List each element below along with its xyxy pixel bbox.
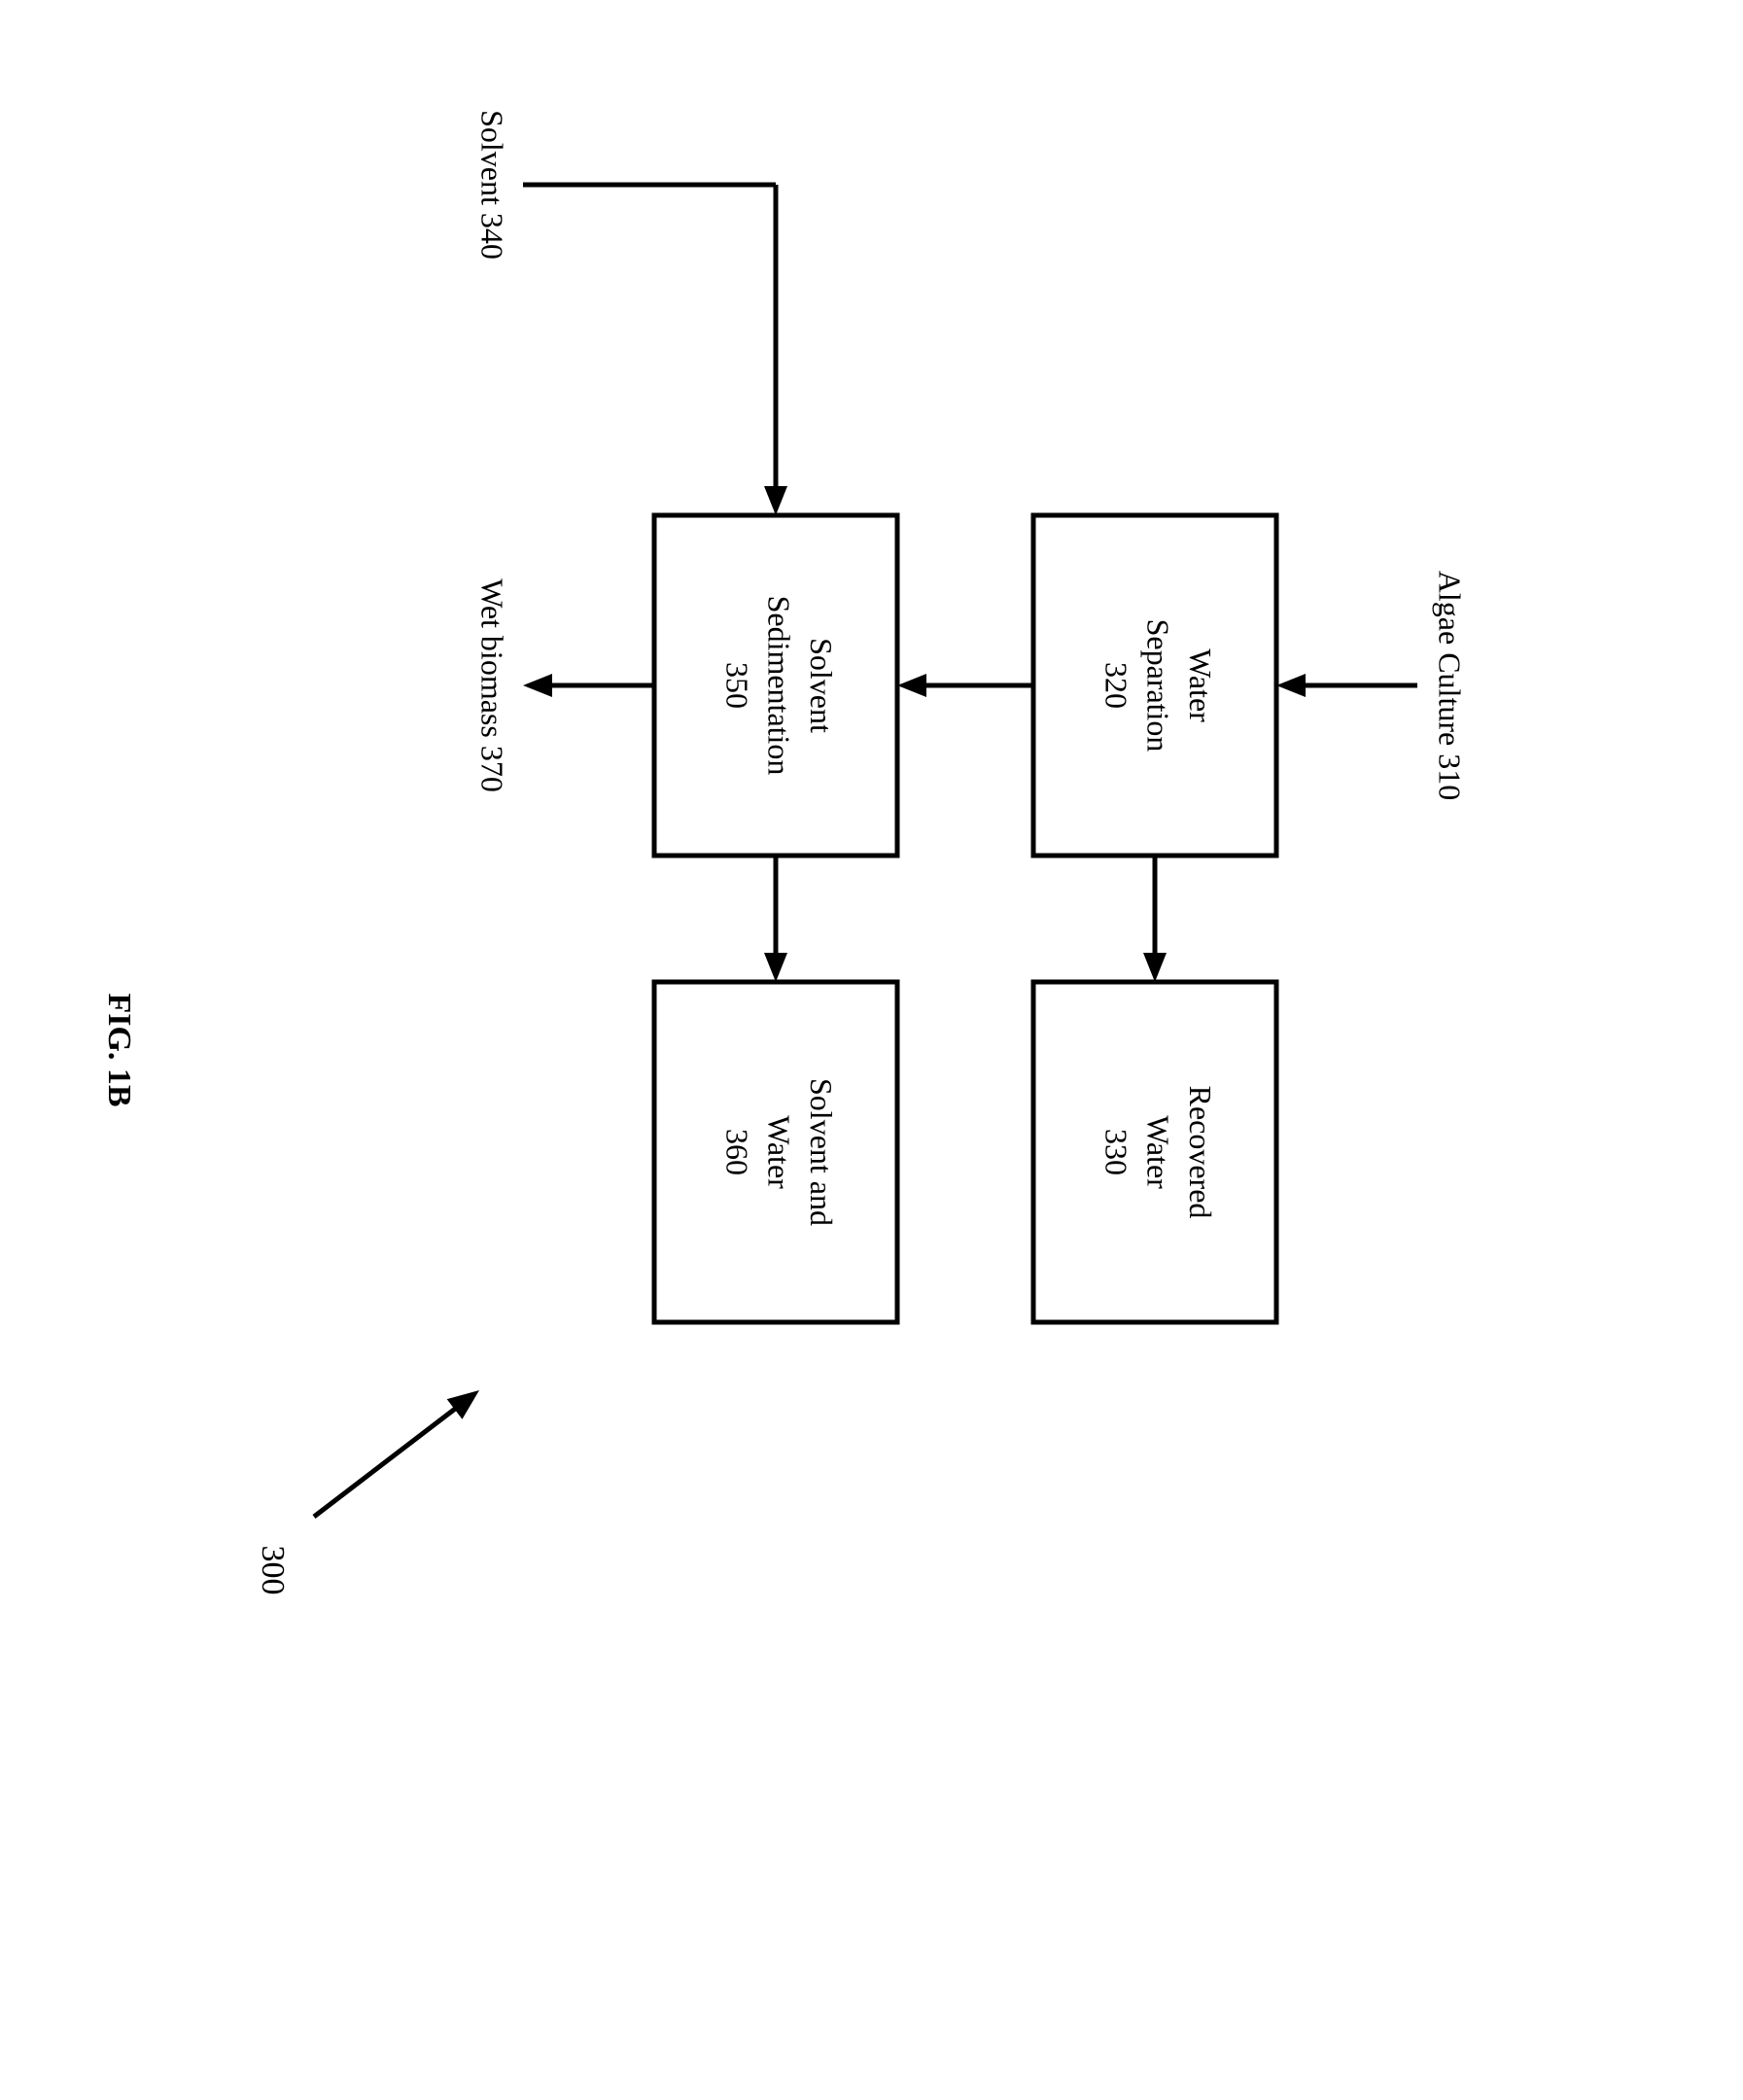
label-wet_biomass: Wet biomass 370 [475,578,510,792]
node-recovered_water-line-0: Recovered [1183,1086,1218,1219]
node-solvent_and_water-line-1: Water [762,1115,797,1189]
node-recovered_water-line-2: 330 [1098,1129,1133,1175]
label-algae_culture: Algae Culture 310 [1433,571,1468,800]
node-solvent_and_water-line-2: 360 [719,1129,754,1175]
node-recovered_water-line-1: Water [1141,1115,1176,1189]
node-solvent_and_water-line-0: Solvent and [804,1078,839,1226]
label-solvent_in: Solvent 340 [475,110,510,260]
figure-caption: FIG. 1B [101,993,137,1106]
ref-number: 300 [255,1546,291,1595]
node-solvent_sedimentation-line-1: Sedimentation [762,596,797,776]
node-solvent_sedimentation-line-2: 350 [719,662,754,709]
node-solvent_sedimentation-line-0: Solvent [804,638,839,733]
node-water_separation-line-0: Water [1183,648,1218,722]
node-water_separation-line-1: Separation [1141,619,1176,752]
node-water_separation-line-2: 320 [1098,662,1133,709]
